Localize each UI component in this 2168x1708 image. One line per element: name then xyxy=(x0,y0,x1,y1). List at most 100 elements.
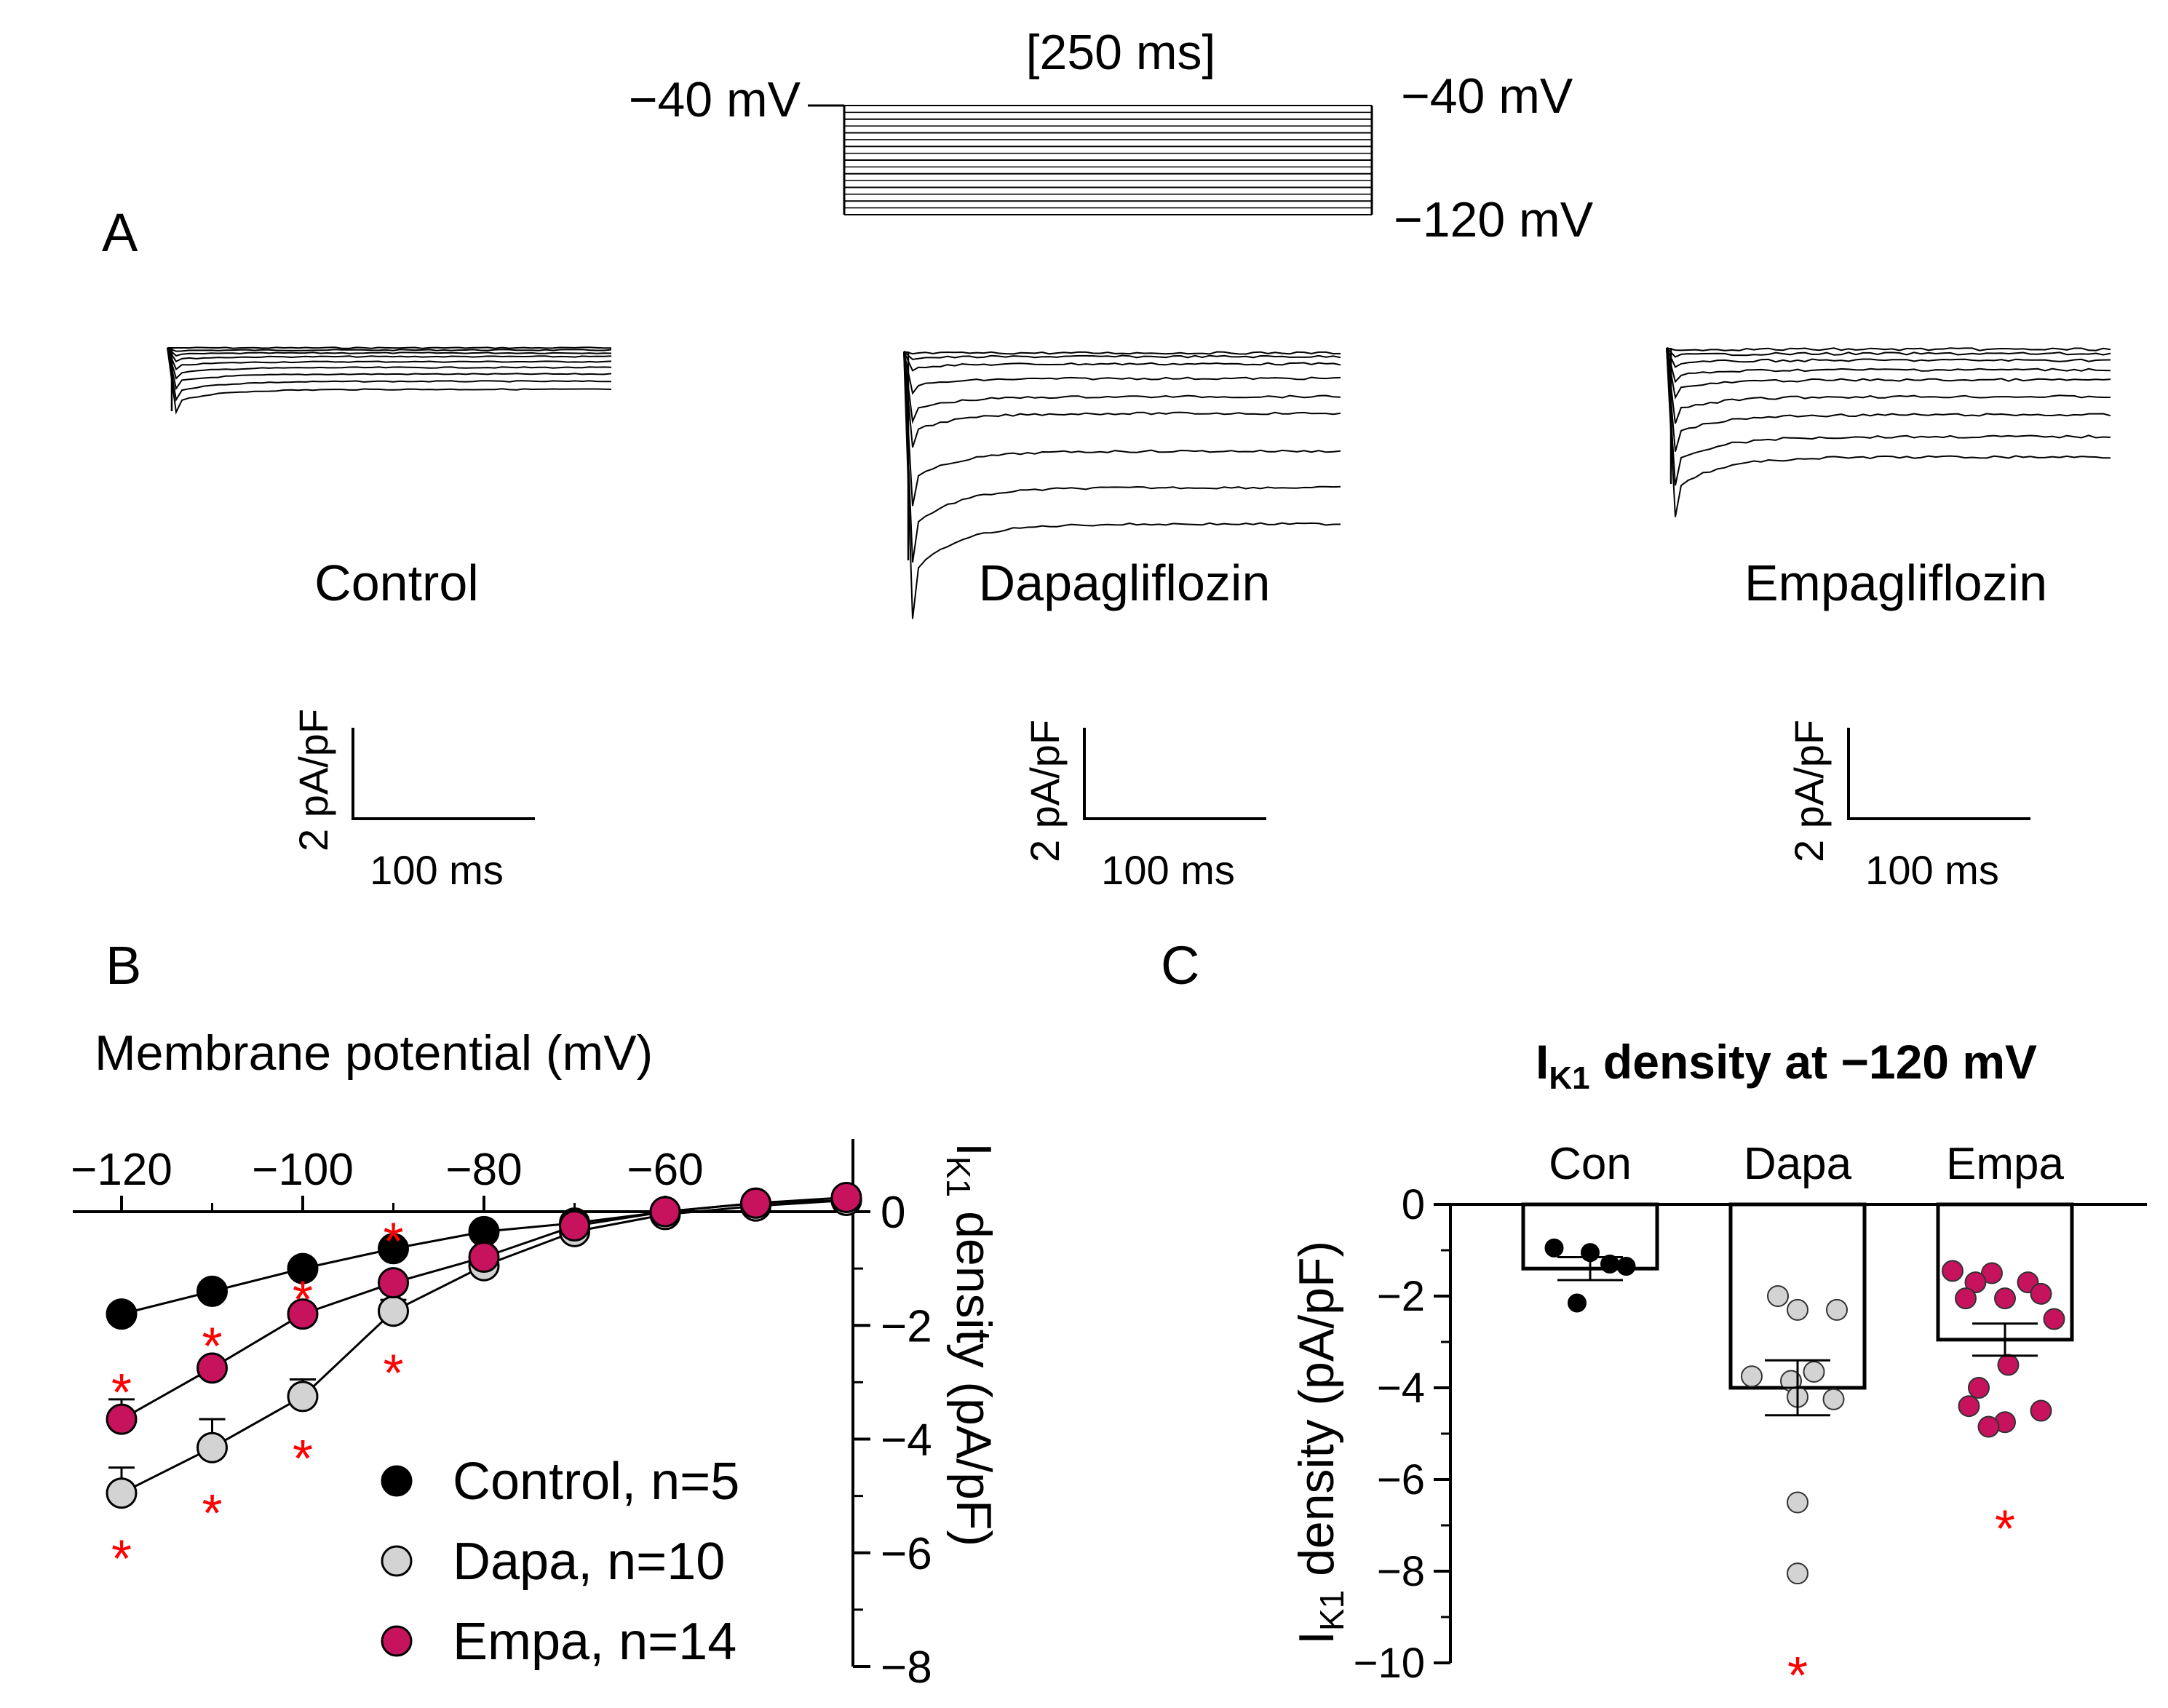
category-label: Con xyxy=(1549,1139,1632,1189)
legend-label: Control, n=5 xyxy=(453,1453,739,1511)
trace-label-empagliflozin: Empagliflozin xyxy=(1744,555,2047,611)
protocol-lowest-label: −120 mV xyxy=(1394,192,1594,247)
protocol-steps xyxy=(808,104,1373,215)
y-tick-label: −10 xyxy=(1354,1640,1425,1687)
significance-star: * xyxy=(1995,1501,2015,1559)
data-point xyxy=(1787,1298,1808,1321)
legend-marker xyxy=(381,1465,413,1497)
current-trace xyxy=(1666,347,2111,517)
current-trace xyxy=(903,351,1341,448)
data-point xyxy=(1997,1354,2020,1376)
current-traces: Control Dapagliflozin Empagliflozin xyxy=(167,346,2111,619)
iv-y-axis-label: IK1 density (pA/pF) xyxy=(940,1143,1001,1546)
data-point xyxy=(1964,1271,1987,1294)
significance-star: * xyxy=(383,1213,403,1271)
marker-empa xyxy=(559,1210,590,1242)
trace-label-control: Control xyxy=(314,555,479,611)
x-tick-label: −120 xyxy=(71,1145,172,1195)
current-trace xyxy=(167,346,612,349)
data-point xyxy=(1981,1262,2003,1284)
protocol-holding-label: −40 mV xyxy=(629,72,801,127)
data-point xyxy=(1787,1491,1808,1514)
marker-empa xyxy=(740,1187,771,1219)
x-tick-label: −80 xyxy=(445,1145,522,1195)
marker-empa xyxy=(378,1267,409,1299)
marker-empa xyxy=(287,1298,319,1330)
y-tick-label: −6 xyxy=(881,1529,932,1579)
marker-control xyxy=(196,1275,228,1307)
y-tick-label: −8 xyxy=(1377,1548,1425,1595)
scalebar-x-label: 100 ms xyxy=(1865,847,1999,893)
voltage-protocol: −40 mV [250 ms] −40 mV −120 mV xyxy=(629,25,1594,247)
bar-category-labels: Con Dapa Empa xyxy=(1549,1139,2064,1189)
marker-dapa xyxy=(378,1295,409,1327)
current-trace xyxy=(1666,347,2111,384)
trace-label-dapagliflozin: Dapagliflozin xyxy=(979,555,1271,611)
significance-star: * xyxy=(383,1345,403,1403)
bar-dapa xyxy=(1728,1202,1867,1390)
current-trace xyxy=(1666,347,2111,486)
scalebar-dapagliflozin: 2 pA/pF 100 ms xyxy=(1022,720,1266,893)
data-point xyxy=(1787,1562,1808,1585)
legend-marker xyxy=(381,1625,413,1657)
data-point xyxy=(1741,1365,1763,1388)
significance-star: * xyxy=(202,1317,222,1375)
panel-a-label: A xyxy=(102,202,138,263)
legend-label: Empa, n=14 xyxy=(453,1613,736,1671)
current-trace xyxy=(167,347,612,362)
iv-error-bars xyxy=(108,1298,407,1493)
current-trace xyxy=(903,351,1341,360)
current-trace xyxy=(903,351,1341,395)
current-trace xyxy=(167,347,612,380)
bar-chart-title: IK1 density at −120 mV xyxy=(1536,1035,2037,1096)
y-tick-label: 0 xyxy=(881,1188,905,1238)
current-trace xyxy=(167,347,612,391)
significance-star: * xyxy=(111,1530,132,1589)
data-point xyxy=(1968,1377,1990,1399)
data-point xyxy=(2030,1282,2052,1305)
current-trace xyxy=(903,351,1341,424)
current-trace xyxy=(1666,347,2111,368)
x-tick-label: −100 xyxy=(252,1145,354,1195)
iv-chart-title: Membrane potential (mV) xyxy=(95,1025,653,1081)
scalebar-y-label: 2 pA/pF xyxy=(1786,720,1832,862)
current-trace xyxy=(903,351,1341,563)
bar-chart: IK1 density at −120 mV IK1 density (pA/p… xyxy=(1289,1035,2147,1705)
data-point xyxy=(1544,1238,1564,1258)
significance-star: * xyxy=(1787,1647,1808,1705)
marker-control xyxy=(106,1298,138,1330)
current-trace xyxy=(903,351,1341,355)
data-point xyxy=(1958,1395,1980,1418)
scalebar-x-label: 100 ms xyxy=(1101,847,1235,893)
iv-significance: * * * * * * * * xyxy=(111,1213,404,1589)
protocol-duration-label: [250 ms] xyxy=(1026,25,1216,80)
iv-markers xyxy=(106,1181,862,1509)
current-trace xyxy=(167,347,612,415)
iv-axes xyxy=(73,1139,870,1668)
current-trace xyxy=(903,351,1341,507)
significance-star: * xyxy=(111,1364,132,1422)
bar-significance: ** xyxy=(1787,1501,2015,1706)
marker-empa xyxy=(468,1242,500,1273)
marker-control xyxy=(287,1252,319,1284)
data-point xyxy=(2043,1308,2065,1330)
iv-legend: Control, n=5 Dapa, n=10 Empa, n=14 xyxy=(381,1453,739,1671)
data-point xyxy=(1826,1298,1848,1321)
y-tick-label: −4 xyxy=(1377,1365,1425,1412)
data-point xyxy=(2030,1399,2052,1422)
trace-control xyxy=(167,346,612,415)
iv-tick-labels: −120 −100 −80 −60 0 −2 −4 −6 −8 xyxy=(71,1145,932,1693)
scalebar-y-label: 2 pA/pF xyxy=(1022,720,1068,862)
current-trace xyxy=(1666,347,2111,358)
current-trace xyxy=(167,347,612,357)
iv-chart: Membrane potential (mV) −120 −100 −80 −600−… xyxy=(71,1025,1001,1693)
y-tick-label: −4 xyxy=(881,1415,932,1466)
legend-marker xyxy=(381,1545,413,1577)
panel-c-label: C xyxy=(1161,935,1199,996)
current-trace xyxy=(1666,347,2111,452)
y-tick-label: 0 xyxy=(1402,1181,1425,1228)
scalebar-y-label: 2 pA/pF xyxy=(290,709,336,851)
current-trace xyxy=(903,351,1341,372)
trace-dapagliflozin xyxy=(903,351,1341,619)
data-point xyxy=(1977,1415,2000,1438)
